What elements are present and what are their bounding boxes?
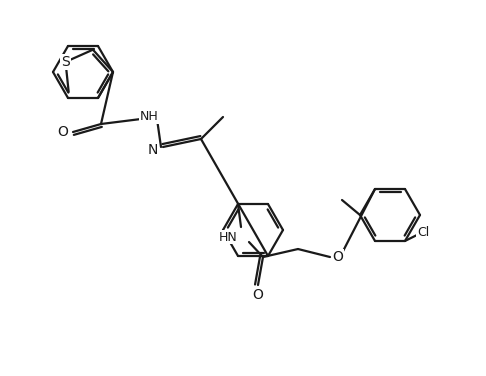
Text: Cl: Cl — [417, 226, 429, 240]
Text: NH: NH — [139, 111, 158, 123]
Text: O: O — [57, 125, 69, 139]
Text: O: O — [253, 288, 263, 302]
Text: N: N — [148, 143, 158, 157]
Text: HN: HN — [219, 230, 237, 244]
Text: O: O — [332, 250, 344, 264]
Text: S: S — [61, 55, 70, 69]
